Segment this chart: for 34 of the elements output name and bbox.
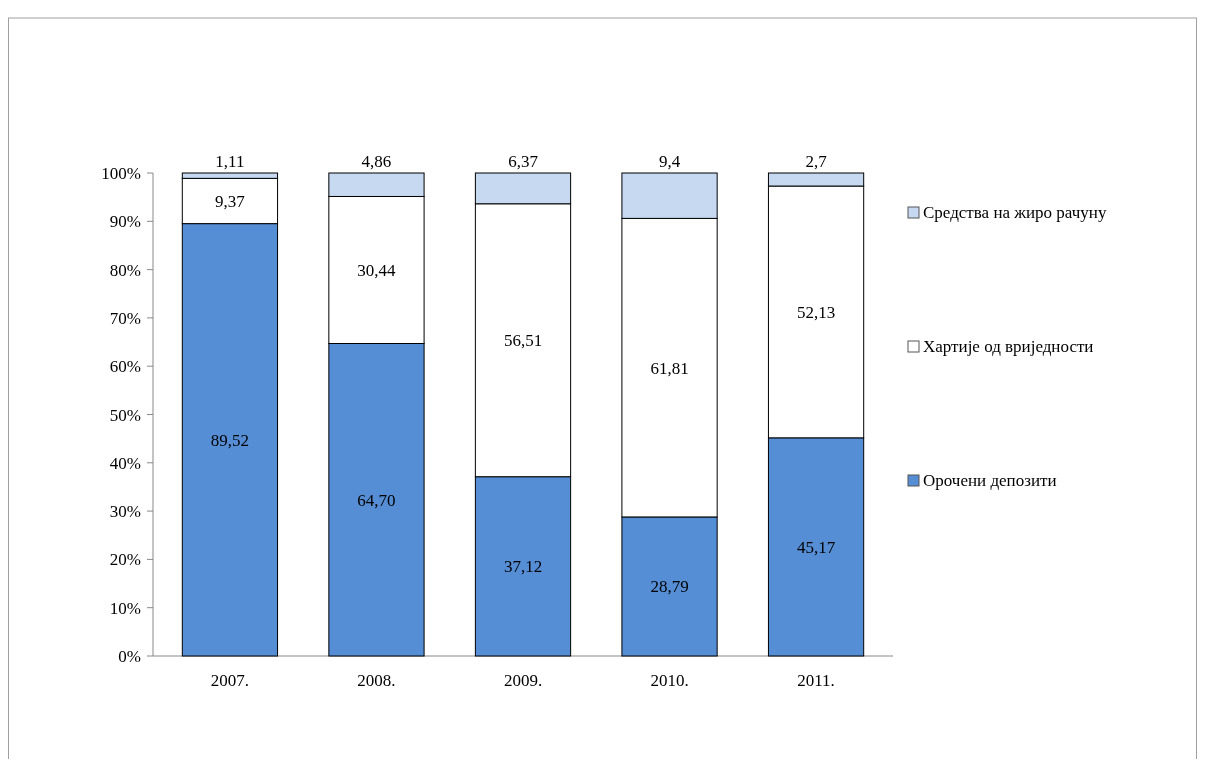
y-tick-label: 0%: [118, 647, 141, 666]
data-label: 9,37: [215, 191, 246, 211]
text: Хартије од вриједности: [923, 337, 1094, 356]
x-tick-label: 2007.: [210, 671, 250, 690]
y-tick-label: 20%: [109, 550, 141, 570]
data-label: 2,7: [805, 152, 828, 171]
data-label: 1,11: [215, 152, 245, 171]
data-label: 56,51: [503, 331, 543, 351]
data-label: 52,13: [796, 302, 836, 322]
data-label: 6,37: [508, 152, 539, 171]
y-tick-label: 70%: [109, 308, 141, 328]
y-tick-label: 40%: [109, 453, 141, 473]
y-tick-label: 60%: [109, 357, 141, 377]
data-label: 4,86: [361, 152, 392, 171]
data-label: 45,17: [796, 537, 836, 557]
data-label: 64,70: [357, 490, 396, 510]
data-label: 37,12: [503, 557, 543, 577]
y-tick-label: 80%: [109, 260, 141, 280]
data-label: 30,44: [357, 260, 397, 280]
y-tick-label: 100%: [101, 164, 141, 183]
y-tick-label: 30%: [109, 502, 141, 522]
legend-label: Орочени депозити: [923, 471, 1057, 490]
data-label: 89,52: [210, 430, 250, 450]
x-tick-label: 2009.: [503, 671, 543, 690]
data-label: 9,4: [658, 152, 681, 171]
y-tick-label: 10%: [109, 598, 141, 618]
data-label: 28,79: [650, 577, 689, 597]
x-tick-label: 2008.: [357, 671, 396, 690]
x-tick-label: 2011.: [797, 671, 835, 690]
legend-label: Средства на жиро рачуну: [923, 203, 1107, 222]
y-tick-label: 50%: [109, 405, 141, 425]
data-label: 61,81: [650, 358, 689, 378]
x-tick-label: 2010.: [650, 671, 689, 690]
y-tick-label: 90%: [109, 212, 141, 232]
